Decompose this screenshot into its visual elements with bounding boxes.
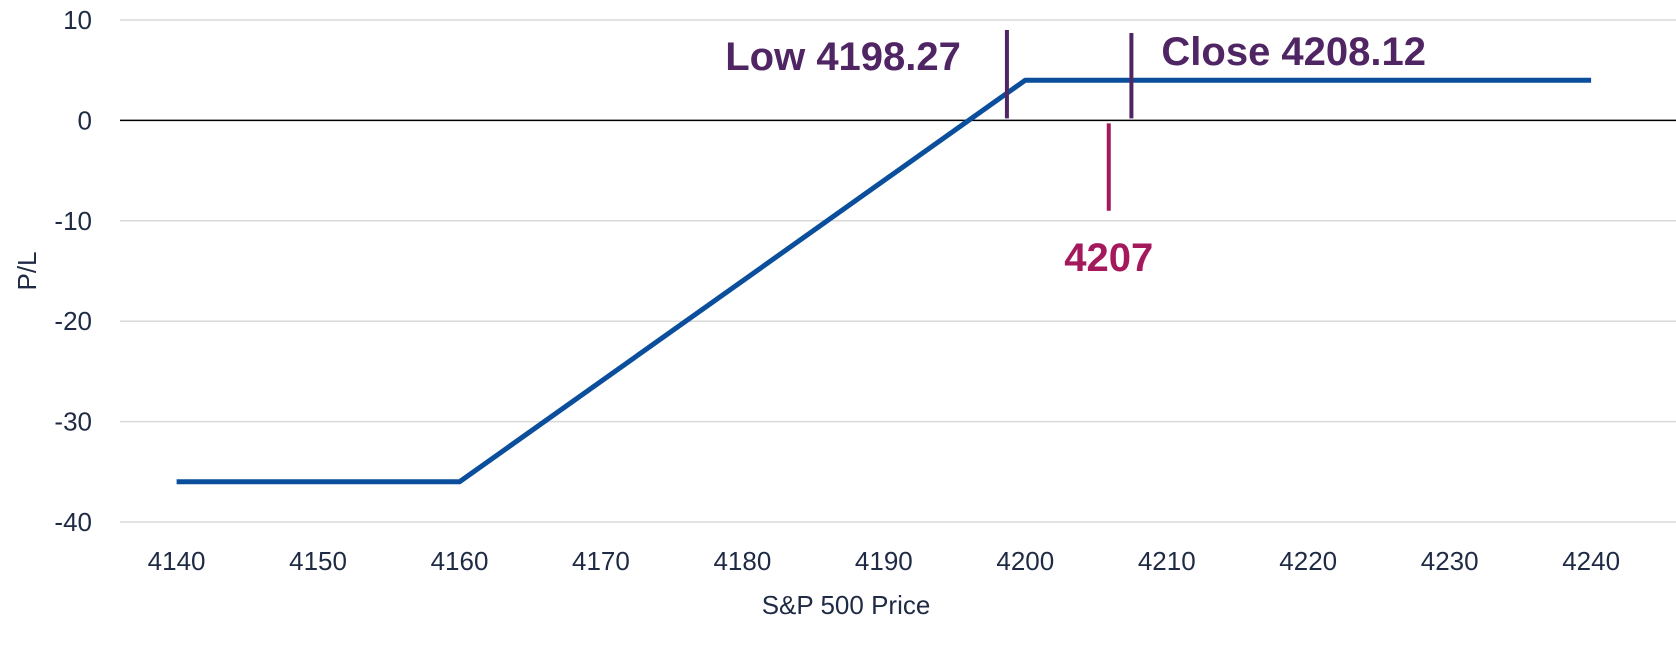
annotation-label: Close 4208.12 (1161, 30, 1426, 74)
x-tick-label: 4190 (855, 546, 913, 576)
y-tick-label: -20 (54, 306, 92, 336)
annotations: Low 4198.27 Close 4208.12 4207 (725, 30, 1426, 280)
x-axis-title: S&P 500 Price (762, 590, 931, 620)
gridlines (120, 19, 1676, 523)
annotation-label: 4207 (1064, 236, 1153, 280)
x-tick-label: 4210 (1138, 546, 1196, 576)
y-tick-label: 10 (63, 5, 92, 35)
x-tick-label: 4230 (1421, 546, 1479, 576)
x-tick-label: 4160 (431, 546, 489, 576)
x-tick-labels: 4140 4150 4160 4170 4180 4190 4200 4210 4220 4230… (148, 546, 1620, 576)
x-tick-label: 4200 (996, 546, 1054, 576)
x-tick-label: 4150 (289, 546, 347, 576)
x-tick-label: 4240 (1562, 546, 1620, 576)
x-tick-label: 4180 (713, 546, 771, 576)
x-tick-label: 4170 (572, 546, 630, 576)
y-tick-label: -30 (54, 407, 92, 437)
x-tick-label: 4140 (148, 546, 206, 576)
y-tick-label: 0 (78, 105, 92, 135)
x-tick-label: 4220 (1279, 546, 1337, 576)
y-tick-label: -10 (54, 206, 92, 236)
pl-series-line (176, 77, 1592, 485)
y-tick-labels: 10 0 -10 -20 -30 -40 (54, 5, 92, 537)
y-tick-label: -40 (54, 507, 92, 537)
y-axis-title: P/L (12, 251, 42, 290)
annotation-label: Low 4198.27 (725, 35, 961, 79)
